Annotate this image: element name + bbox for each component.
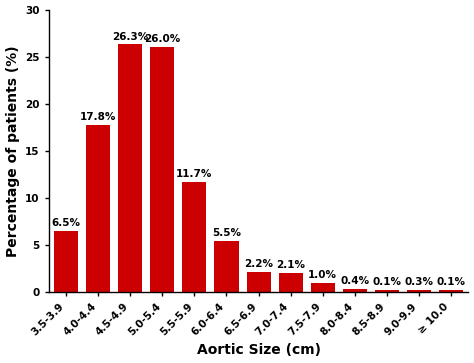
Bar	[310, 283, 335, 292]
Bar	[343, 289, 367, 292]
Text: 26.0%: 26.0%	[144, 34, 181, 44]
Bar	[54, 231, 78, 292]
Bar	[214, 241, 238, 292]
Text: 26.3%: 26.3%	[112, 32, 148, 42]
Text: 5.5%: 5.5%	[212, 228, 241, 238]
Bar	[118, 44, 142, 292]
Text: 1.0%: 1.0%	[308, 270, 337, 280]
Text: 6.5%: 6.5%	[52, 218, 81, 228]
Text: 17.8%: 17.8%	[80, 112, 117, 122]
Text: 0.4%: 0.4%	[340, 276, 369, 286]
Text: 0.1%: 0.1%	[372, 277, 401, 287]
Bar	[279, 273, 302, 292]
Text: 2.1%: 2.1%	[276, 260, 305, 270]
Text: 11.7%: 11.7%	[176, 169, 213, 179]
Bar	[246, 272, 271, 292]
Text: 2.2%: 2.2%	[244, 259, 273, 269]
Bar	[182, 182, 207, 292]
Bar	[407, 290, 431, 292]
Bar	[86, 125, 110, 292]
X-axis label: Aortic Size (cm): Aortic Size (cm)	[197, 343, 320, 358]
Bar	[150, 47, 174, 292]
Bar	[439, 290, 463, 292]
Text: 0.3%: 0.3%	[404, 277, 433, 287]
Bar	[375, 290, 399, 292]
Y-axis label: Percentage of patients (%): Percentage of patients (%)	[6, 45, 19, 257]
Text: 0.1%: 0.1%	[437, 277, 465, 287]
